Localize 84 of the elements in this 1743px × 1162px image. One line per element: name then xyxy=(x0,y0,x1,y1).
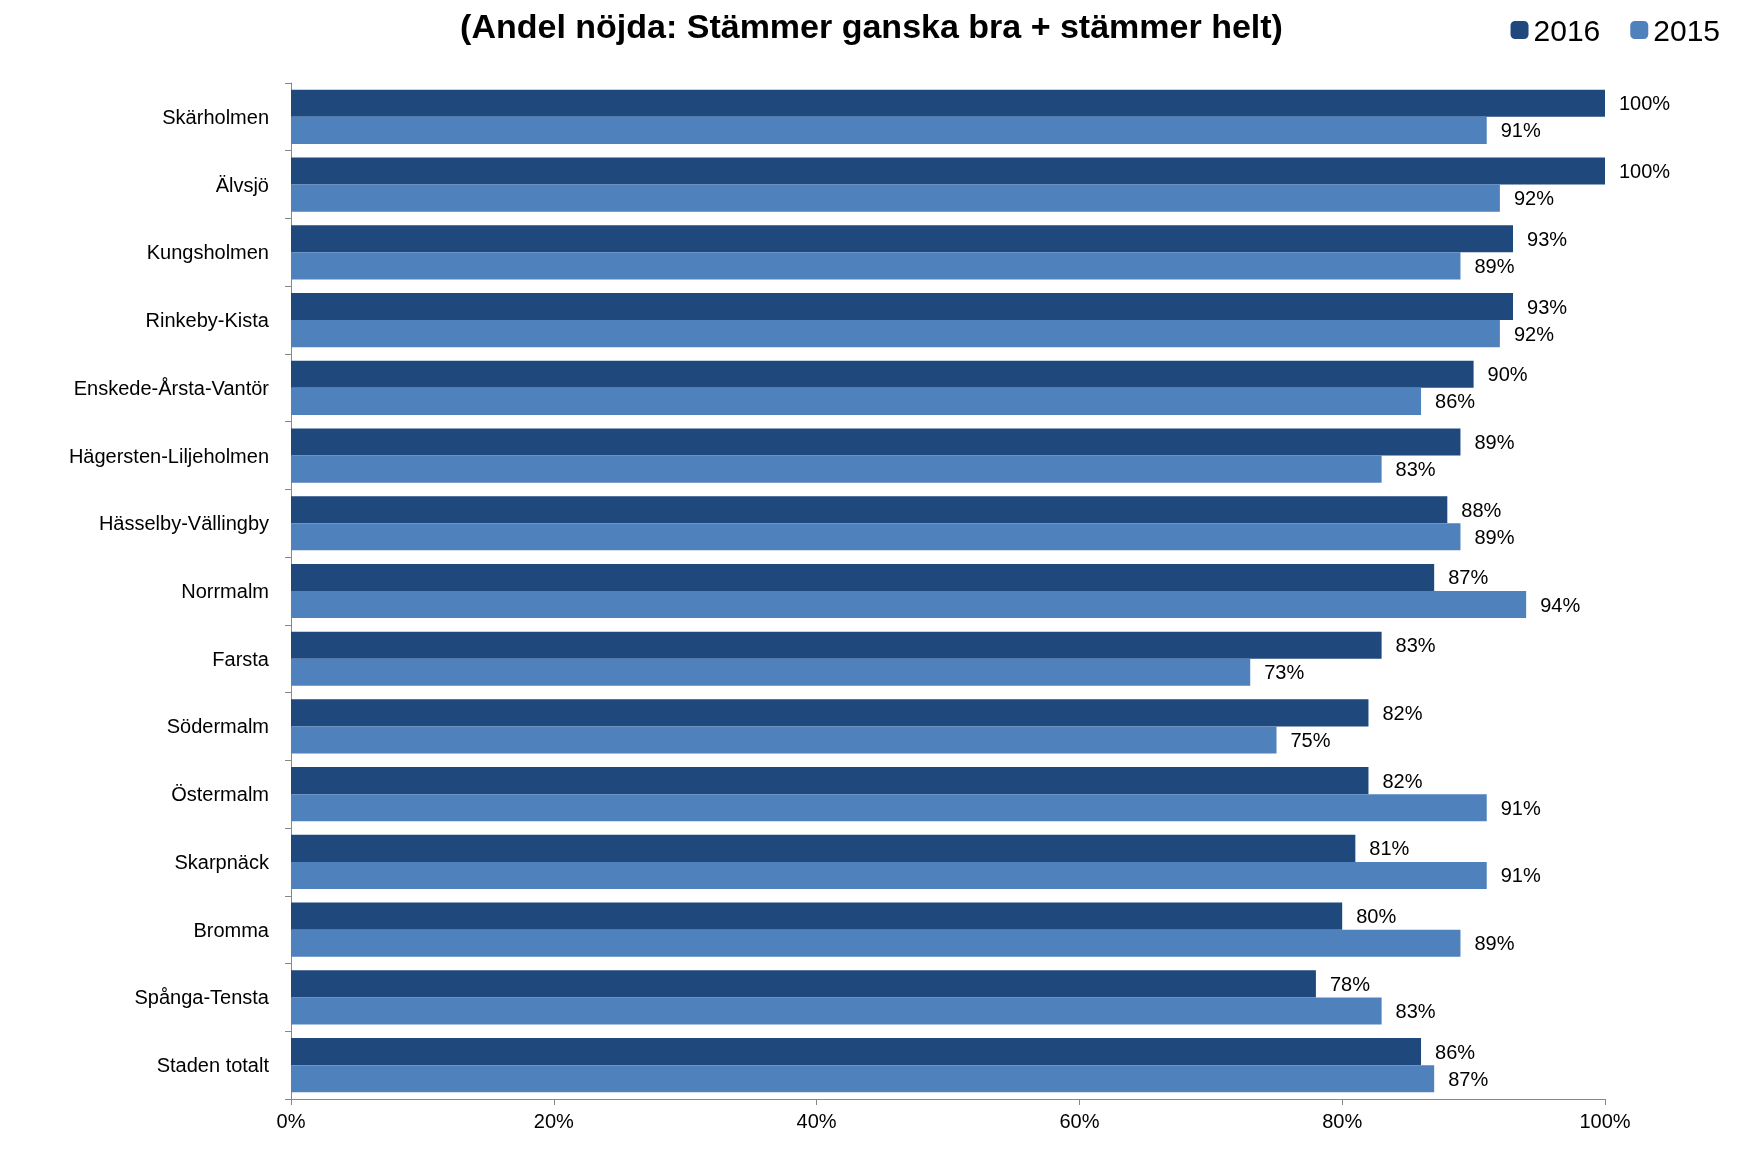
data-label: 81% xyxy=(1369,837,1410,860)
data-label: 86% xyxy=(1435,1040,1476,1063)
bar xyxy=(291,89,1605,117)
bar xyxy=(291,902,1343,930)
bar xyxy=(291,591,1527,619)
data-label: 82% xyxy=(1382,769,1423,792)
data-label: 87% xyxy=(1448,566,1489,589)
data-label: 89% xyxy=(1474,932,1515,955)
bar xyxy=(291,184,1500,212)
x-tick-label: 40% xyxy=(796,1110,837,1132)
bar xyxy=(291,861,1487,890)
data-label: 83% xyxy=(1395,458,1436,481)
legend-label: 2015 xyxy=(1653,13,1721,47)
data-label: 78% xyxy=(1329,972,1371,995)
x-tick-label: 60% xyxy=(1059,1110,1100,1132)
y-tick-label: Hägersten-Liljeholmen xyxy=(68,444,269,467)
data-label: 100% xyxy=(1619,92,1671,115)
data-label: 83% xyxy=(1395,634,1436,657)
y-tick-label: Älvsjö xyxy=(215,173,269,196)
bar xyxy=(291,387,1422,415)
bar xyxy=(291,360,1474,388)
bar xyxy=(291,726,1277,754)
bar xyxy=(291,252,1461,280)
bar xyxy=(291,428,1461,456)
data-label: 94% xyxy=(1540,593,1581,616)
y-tick-label: Östermalm xyxy=(171,783,269,806)
data-label: 93% xyxy=(1527,227,1568,250)
y-tick-label: Kungsholmen xyxy=(146,241,269,264)
bar xyxy=(291,794,1487,822)
bar xyxy=(291,225,1514,253)
data-label: 80% xyxy=(1356,905,1397,928)
bar xyxy=(291,997,1382,1025)
bar xyxy=(291,292,1514,321)
y-tick-label: Norrmalm xyxy=(181,580,269,602)
data-label: 89% xyxy=(1474,525,1515,548)
bar xyxy=(291,929,1461,957)
y-tick-label: Spånga-Tensta xyxy=(134,986,270,1009)
bar xyxy=(291,970,1316,998)
x-tick-label: 80% xyxy=(1322,1110,1363,1132)
bar xyxy=(291,563,1435,591)
data-label: 91% xyxy=(1500,119,1541,142)
chart-title: (Andel nöjda: Stämmer ganska bra + stämmer helt) xyxy=(460,7,1283,45)
x-tick-label: 0% xyxy=(276,1110,306,1132)
legend-label: 2016 xyxy=(1533,13,1601,47)
data-label: 75% xyxy=(1290,729,1331,752)
bar xyxy=(291,1065,1435,1093)
data-label: 86% xyxy=(1435,390,1476,413)
bar xyxy=(291,1038,1422,1066)
y-tick-label: Skärholmen xyxy=(162,105,269,128)
data-label: 82% xyxy=(1382,701,1423,724)
bar xyxy=(291,767,1369,795)
x-tick-label: 20% xyxy=(533,1110,575,1132)
data-label: 100% xyxy=(1619,160,1671,183)
data-label: 73% xyxy=(1264,661,1305,684)
bar xyxy=(291,320,1500,348)
y-tick-label: Rinkeby-Kista xyxy=(145,309,270,332)
bar xyxy=(291,699,1369,727)
data-label: 89% xyxy=(1474,430,1515,453)
data-label: 89% xyxy=(1474,254,1515,277)
bar xyxy=(291,157,1605,185)
y-tick-label: Bromma xyxy=(193,918,270,941)
bar xyxy=(291,523,1461,551)
data-label: 91% xyxy=(1500,864,1541,887)
data-label: 92% xyxy=(1513,187,1555,210)
data-label: 87% xyxy=(1448,1067,1489,1090)
y-tick-label: Farsta xyxy=(212,647,270,670)
data-label: 88% xyxy=(1461,498,1502,521)
data-label: 93% xyxy=(1527,295,1568,318)
data-label: 83% xyxy=(1395,999,1436,1022)
data-label: 91% xyxy=(1500,796,1541,819)
y-tick-label: Hässelby-Vällingby xyxy=(98,512,269,535)
bar xyxy=(291,455,1382,483)
y-tick-label: Enskede-Årsta-Vantör xyxy=(73,376,270,399)
bar xyxy=(291,116,1487,144)
bar xyxy=(291,496,1448,524)
bar xyxy=(291,631,1382,659)
x-tick-label: 100% xyxy=(1579,1110,1631,1132)
y-tick-label: Södermalm xyxy=(166,715,269,738)
bar xyxy=(291,834,1356,862)
y-tick-label: Skarpnäck xyxy=(174,850,270,873)
data-label: 92% xyxy=(1513,322,1555,345)
y-tick-label: Staden totalt xyxy=(156,1054,270,1077)
data-label: 90% xyxy=(1487,363,1528,386)
bar xyxy=(291,658,1251,686)
